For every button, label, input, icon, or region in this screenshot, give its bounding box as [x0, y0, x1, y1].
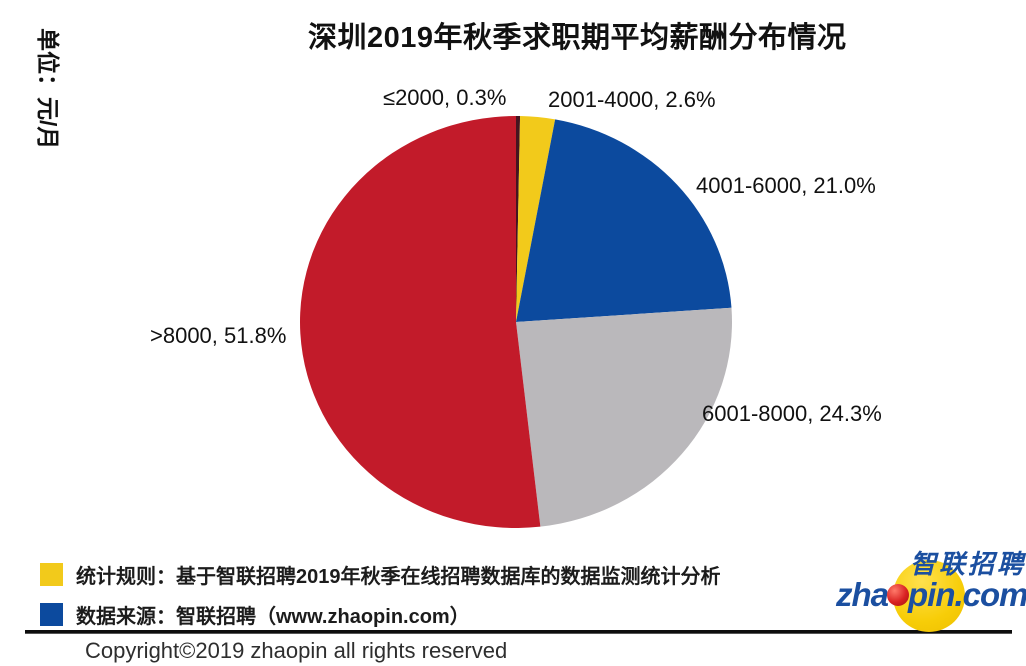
zhaopin-logo: zha pin.com 智联招聘 [830, 540, 1026, 632]
slice-label-gt8000: >8000, 51.8% [150, 323, 287, 348]
legend-text-source: 数据来源：智联招聘（www.zhaopin.com） [76, 606, 470, 628]
logo-url-text: zha pin.com [836, 576, 1026, 614]
footer-divider-line [25, 630, 1012, 634]
legend-row-source: 数据来源：智联招聘（www.zhaopin.com） [40, 600, 721, 629]
slice-label-2001-4000: 2001-4000, 2.6% [548, 87, 716, 112]
legend-row-rules: 统计规则：基于智联招聘2019年秋季在线招聘数据库的数据监测统计分析 [40, 560, 721, 589]
slice-label-le2000: ≤2000, 0.3% [383, 85, 507, 110]
legend-text-rules: 统计规则：基于智联招聘2019年秋季在线招聘数据库的数据监测统计分析 [76, 566, 721, 588]
pie-slice-2 [516, 119, 732, 323]
logo-red-dot-icon [887, 584, 910, 606]
slice-label-4001-6000: 4001-6000, 21.0% [696, 173, 876, 198]
logo-url-left: zha [836, 576, 889, 613]
logo-brand-cn: 智联招聘 [910, 549, 1026, 579]
legend-swatch-yellow [40, 563, 63, 586]
pie-slice-4 [300, 116, 541, 528]
copyright-text: Copyright©2019 zhaopin all rights reserv… [85, 638, 508, 663]
logo-url-right: pin.com [908, 576, 1026, 613]
pie-slice-0 [516, 116, 521, 322]
legend: 统计规则：基于智联招聘2019年秋季在线招聘数据库的数据监测统计分析 数据来源：… [40, 560, 721, 640]
pie-slice-3 [516, 307, 732, 527]
pie-slice-1 [516, 116, 556, 323]
legend-swatch-blue [40, 603, 63, 626]
slice-label-6001-8000: 6001-8000, 24.3% [702, 401, 882, 426]
chart-title: 深圳2019年秋季求职期平均薪酬分布情况 [308, 22, 847, 54]
